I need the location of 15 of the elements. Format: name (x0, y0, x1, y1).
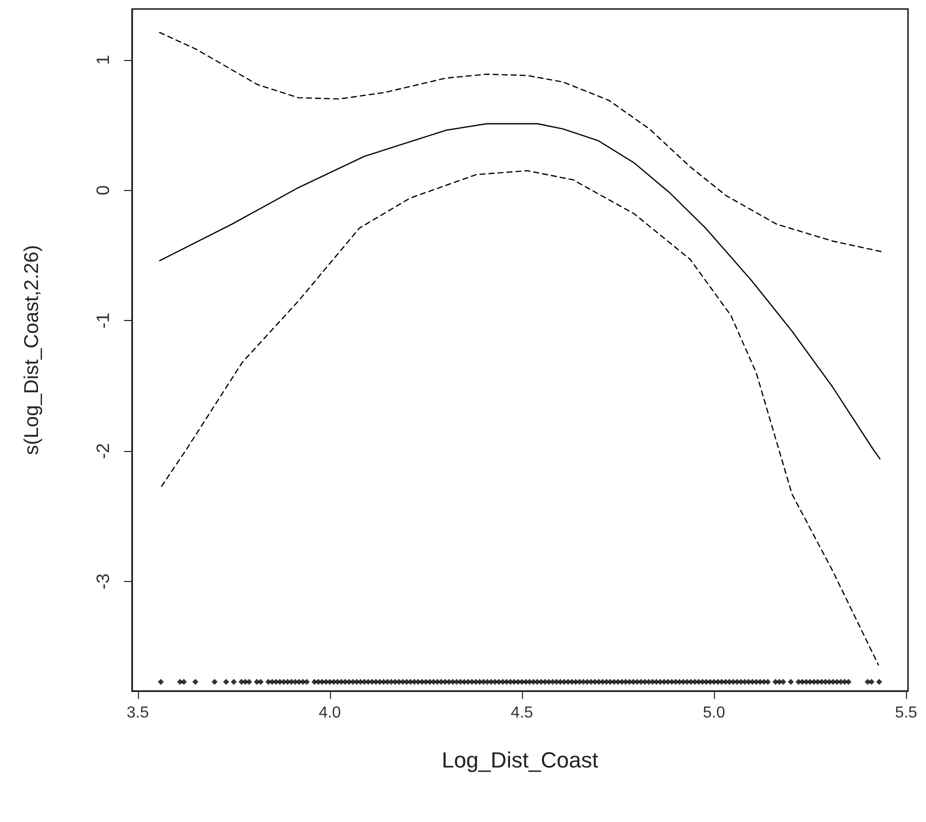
y-axis-title: s(Log_Dist_Coast,2.26) (21, 244, 43, 456)
line-series (159, 123, 881, 460)
x-axis-title: Log_Dist_Coast (442, 748, 598, 772)
x-tick-label: 5.5 (894, 704, 918, 722)
line-series (159, 32, 882, 252)
x-tick-label: 4.0 (318, 704, 342, 722)
y-tick-label: -2 (93, 443, 113, 460)
x-tick-label: 3.5 (126, 704, 149, 722)
line-series (160, 170, 880, 666)
x-tick-label: 5.0 (702, 704, 726, 722)
y-tick-label: -3 (93, 573, 113, 590)
y-tick-label: -1 (93, 312, 113, 329)
y-tick-label: 0 (93, 185, 113, 196)
x-tick-label: 4.5 (510, 704, 534, 722)
y-tick-label: 1 (93, 54, 113, 65)
